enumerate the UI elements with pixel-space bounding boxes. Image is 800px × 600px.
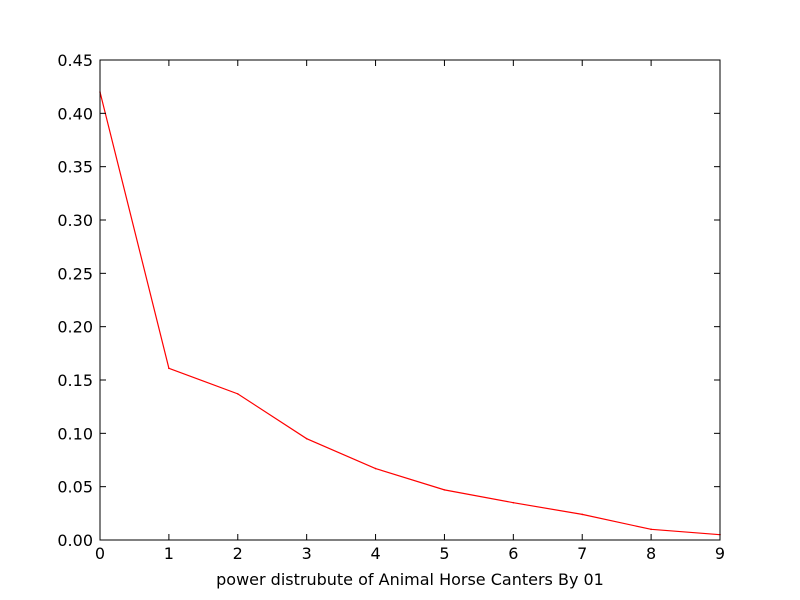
y-tick-label: 0.20 [57,318,93,337]
plot-area [99,91,721,536]
y-tick-label: 0.35 [57,158,93,177]
x-tick-label: 3 [302,544,312,563]
x-tick-label: 2 [233,544,243,563]
axis-ticks [99,59,721,541]
data-point [512,501,515,504]
x-tick-label: 6 [508,544,518,563]
y-tick-label: 0.30 [57,211,93,230]
data-point [305,437,308,440]
y-tick-label: 0.15 [57,371,93,390]
y-tick-label: 0.45 [57,51,93,70]
x-tick-label: 0 [95,544,105,563]
data-point [236,393,239,395]
data-point [168,367,170,370]
y-tick-label: 0.05 [57,478,93,497]
data-point [374,467,377,470]
series-line [99,91,721,536]
y-tick-label: 0.10 [57,424,93,443]
x-tick-label: 1 [164,544,174,563]
data-point [650,528,652,531]
y-tick-label: 0.25 [57,264,93,283]
x-tick-label: 5 [439,544,449,563]
data-point [443,489,446,491]
data-point [581,513,584,516]
x-tick-label: 4 [370,544,380,563]
x-tick-label: 7 [577,544,587,563]
x-tick-label: 8 [646,544,656,563]
x-tick-label: 9 [715,544,725,563]
tick-labels: 0 1 2 3 4 5 6 7 8 9 0.00 0.05 0.10 0.15 0.20 0.25 0.30 0.… [57,51,725,563]
plot-frame [99,59,721,541]
y-tick-label: 0.00 [57,531,93,550]
x-axis-label: power distrubute of Animal Horse Canters… [216,570,604,589]
y-tick-label: 0.40 [57,104,93,123]
